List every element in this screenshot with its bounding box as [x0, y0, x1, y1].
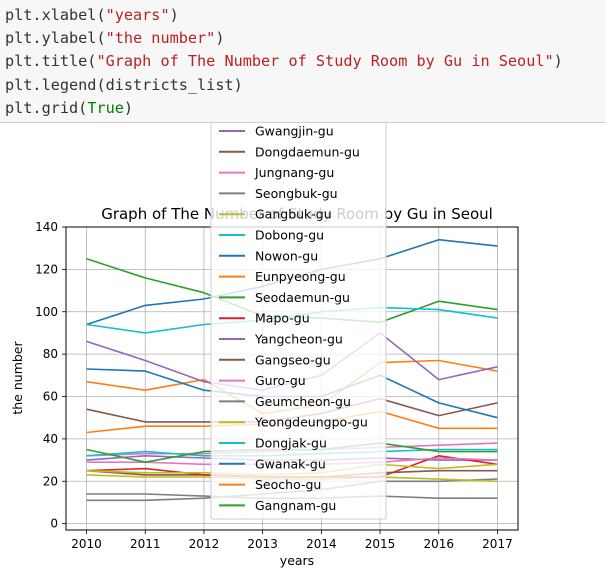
x-axis-label: years	[280, 553, 314, 568]
y-tick-label: 80	[43, 347, 58, 361]
x-tick-label: 2016	[423, 537, 454, 551]
legend-entry: Dobong-gu	[255, 228, 324, 243]
x-tick-label: 2012	[189, 537, 220, 551]
code-line: plt.legend(districts_list)	[5, 75, 243, 94]
code-argument: districts_list	[105, 75, 234, 94]
code-function: plt.ylabel	[5, 29, 97, 48]
legend-entry: Gangseo-gu	[255, 352, 331, 367]
x-tick-label: 2017	[482, 537, 513, 551]
legend-entry: Seodaemun-gu	[255, 290, 350, 305]
legend-entry: Jungnang-gu	[254, 165, 334, 180]
y-tick-label: 40	[43, 432, 58, 446]
code-function: plt.grid	[5, 98, 79, 117]
legend: Gwangjin-gu Dongdaemun-gu Jungnang-gu Seong…	[210, 123, 387, 520]
y-tick-label: 120	[35, 262, 58, 276]
y-tick-label: 100	[35, 305, 58, 319]
legend-entry: Gwanak-gu	[255, 456, 326, 471]
legend-entry: Mapo-gu	[255, 311, 310, 326]
code-line: plt.xlabel("years")	[5, 6, 179, 24]
code-argument: True	[87, 98, 124, 117]
x-tick-label: 2014	[306, 537, 337, 551]
y-tick-label: 60	[43, 390, 58, 404]
legend-entry: Yangcheon-gu	[254, 332, 343, 347]
code-function: plt.title	[5, 52, 88, 71]
x-tick-label: 2010	[71, 537, 102, 551]
legend-entry: Yeongdeungpo-gu	[254, 415, 368, 430]
legend-entry: Seongbuk-gu	[255, 186, 338, 201]
legend-entry: Nowon-gu	[255, 248, 318, 263]
legend-entry: Gangnam-gu	[255, 498, 336, 513]
legend-entry: Dongdaemun-gu	[255, 144, 360, 159]
line-chart: 2010 2011 2012 2013 2014 2015 2016 2017 0 20 40 60 8…	[10, 123, 519, 568]
code-argument: "years"	[105, 6, 170, 24]
legend-entry: Seocho-gu	[255, 477, 321, 492]
legend-entry: Dongjak-gu	[255, 436, 327, 451]
legend-entry: Geumcheon-gu	[255, 394, 351, 409]
x-tick-label: 2011	[130, 537, 161, 551]
legend-entry: Guro-gu	[255, 373, 306, 388]
code-line: plt.ylabel("the number")	[5, 29, 225, 48]
y-tick-label: 0	[50, 517, 58, 531]
code-cell[interactable]: plt.xlabel("years") plt.ylabel("the numb…	[0, 0, 605, 123]
y-tick-label: 140	[35, 220, 58, 234]
y-tick-label: 20	[43, 474, 58, 488]
code-function: plt.legend	[5, 75, 97, 94]
legend-box	[210, 123, 387, 520]
legend-entry: Gwangjin-gu	[255, 124, 334, 139]
legend-entry: Gangbuk-gu	[255, 207, 332, 222]
x-tick-label: 2015	[365, 537, 396, 551]
axis-ticks: 2010 2011 2012 2013 2014 2015 2016 2017 0 20 40 60 8…	[35, 220, 513, 551]
code-argument: "Graph of The Number of Study Room by Gu…	[96, 52, 554, 71]
code-argument: "the number"	[105, 29, 216, 48]
code-line: plt.title("Graph of The Number of Study …	[5, 52, 563, 71]
y-axis-label: the number	[10, 341, 25, 415]
code-line: plt.grid(True)	[5, 98, 134, 117]
legend-entry: Eunpyeong-gu	[255, 269, 346, 284]
code-function: plt.xlabel	[5, 6, 97, 24]
x-tick-label: 2013	[247, 537, 278, 551]
